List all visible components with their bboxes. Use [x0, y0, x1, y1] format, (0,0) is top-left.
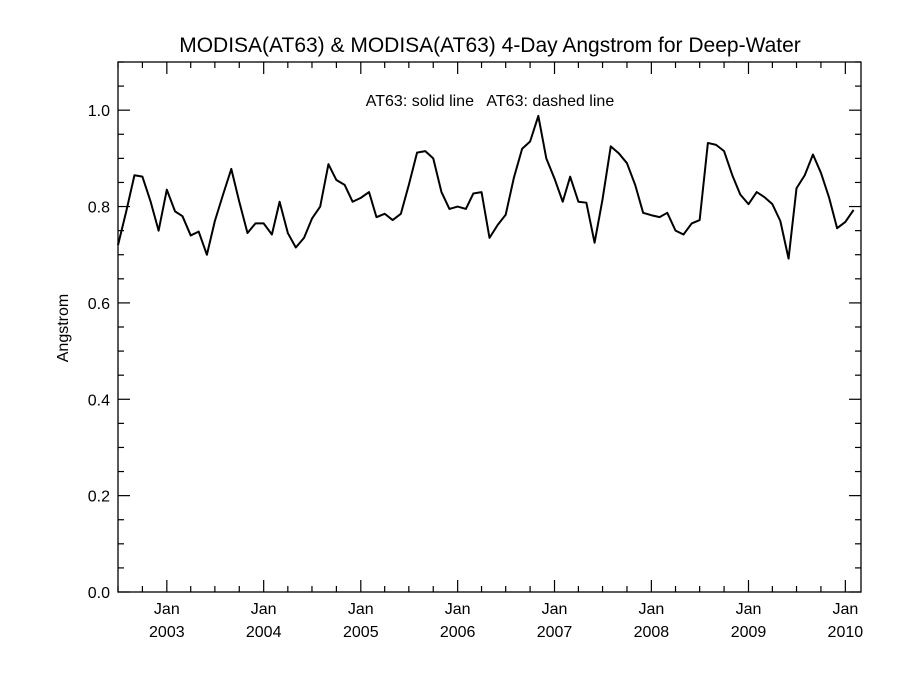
- plot-frame: [117, 61, 862, 593]
- x-tick-month-label: Jan: [542, 601, 568, 618]
- y-tick-label: 0.4: [88, 392, 110, 409]
- x-tick-month-label: Jan: [736, 601, 762, 618]
- x-tick-year-label: 2007: [537, 624, 573, 641]
- chart-title: MODISA(AT63) & MODISA(AT63) 4-Day Angstr…: [179, 34, 801, 57]
- x-tick-month-label: Jan: [445, 601, 471, 618]
- y-tick-label: 0.0: [88, 585, 110, 602]
- x-tick-year-label: 2004: [246, 624, 282, 641]
- y-tick-label: 1.0: [88, 103, 110, 120]
- x-tick-year-label: 2009: [731, 624, 767, 641]
- x-tick-year-label: 2005: [343, 624, 379, 641]
- x-tick-year-label: 2003: [149, 624, 185, 641]
- x-tick-month-label: Jan: [348, 601, 374, 618]
- x-tick-month-label: Jan: [638, 601, 664, 618]
- x-tick-year-label: 2010: [828, 624, 864, 641]
- y-tick-label: 0.8: [88, 200, 110, 217]
- x-tick-month-label: Jan: [154, 601, 180, 618]
- x-axis-ticks: Jan 2003 Jan 2004 Jan 2005 Jan 2006 Jan 2007 Jan 20…: [117, 62, 864, 641]
- x-tick-month-label: Jan: [251, 601, 277, 618]
- y-axis-ticks: 0.0 0.2 0.4 0.6 0.8 1.0: [88, 61, 861, 602]
- y-axis-label: Angstrom: [55, 294, 72, 362]
- x-tick-year-label: 2006: [440, 624, 476, 641]
- y-tick-label: 0.2: [88, 489, 110, 506]
- x-tick-year-label: 2008: [634, 624, 670, 641]
- chart-annotation: AT63: solid line AT63: dashed line: [366, 93, 615, 110]
- series-line-solid: [117, 114, 855, 260]
- x-tick-month-label: Jan: [832, 601, 858, 618]
- y-tick-label: 0.6: [88, 296, 110, 313]
